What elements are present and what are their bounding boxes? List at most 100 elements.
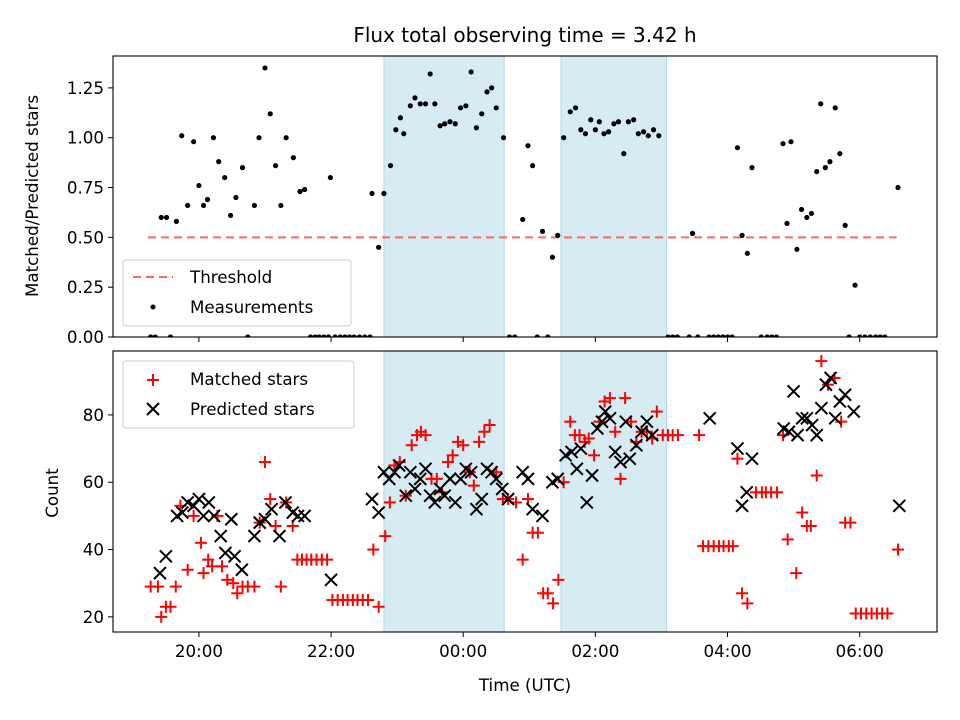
y-tick-label: 20 xyxy=(83,607,104,627)
measurement-point xyxy=(846,334,852,337)
x-tick-label: 00:00 xyxy=(439,641,487,661)
predicted-star-point xyxy=(365,492,379,506)
measurement-point xyxy=(204,196,211,203)
matched-star-point xyxy=(835,415,848,428)
predicted-star-point xyxy=(192,492,206,506)
predicted-star-point xyxy=(382,472,396,486)
measurement-point xyxy=(520,216,526,223)
predicted-star-point xyxy=(551,472,565,486)
measurement-point xyxy=(167,334,174,337)
measurement-point xyxy=(635,131,641,137)
predicted-star-point xyxy=(377,465,391,479)
measurement-point xyxy=(185,202,191,209)
matched-star-point xyxy=(372,600,385,613)
ratio-legend: Threshold Measurements xyxy=(122,259,352,327)
matched-star-point xyxy=(264,493,277,506)
measurement-point xyxy=(567,109,573,115)
x-tick-label: 06:00 xyxy=(836,641,884,661)
series-predicted-stars xyxy=(153,371,907,587)
ratio-y-axis-label: Matched/Predicted stars xyxy=(22,95,42,297)
predicted-star-point xyxy=(823,371,838,385)
x-tick-label: 02:00 xyxy=(571,641,619,661)
measurement-point xyxy=(862,334,868,337)
predicted-star-point xyxy=(786,384,801,399)
measurement-point xyxy=(332,334,338,337)
matched-star-point xyxy=(231,587,244,600)
matched-star-point xyxy=(248,580,261,593)
predicted-star-point xyxy=(730,441,745,456)
predicted-star-point xyxy=(590,421,605,436)
predicted-star-point xyxy=(453,472,468,486)
count-panel-frame xyxy=(112,350,938,633)
measurement-point xyxy=(327,174,333,181)
predicted-star-point xyxy=(795,411,809,426)
matched-star-point xyxy=(614,472,627,485)
matched-star-point xyxy=(790,567,803,580)
measurement-point xyxy=(818,101,824,107)
matched-star-point xyxy=(796,506,809,519)
series-matched-stars xyxy=(144,355,905,623)
measurement-point xyxy=(650,127,657,133)
matched-star-point xyxy=(155,610,168,623)
measurement-point xyxy=(625,119,632,125)
predicted-star-point xyxy=(739,485,754,500)
y-tick-label: 40 xyxy=(83,540,104,560)
matched-star-point xyxy=(531,526,544,539)
matched-star-point xyxy=(844,516,857,529)
predicted-star-point xyxy=(634,425,649,439)
matched-star-point xyxy=(671,429,684,442)
measurement-point xyxy=(525,143,531,149)
measurement-point xyxy=(432,101,438,107)
matched-star-point xyxy=(771,486,784,499)
measurement-point xyxy=(191,139,197,145)
measurement-point xyxy=(422,101,429,107)
predicted-star-point xyxy=(645,428,659,442)
measurement-point xyxy=(158,214,164,221)
matched-star-point xyxy=(552,573,565,586)
matched-star-point xyxy=(521,493,534,506)
measurement-point xyxy=(764,334,770,337)
measurement-point xyxy=(895,184,901,191)
matched-star-point xyxy=(187,509,200,522)
measurement-point xyxy=(302,186,308,193)
matched-star-point xyxy=(881,607,894,620)
measurement-point xyxy=(251,202,258,209)
predicted-star-point xyxy=(202,495,216,510)
measurement-point xyxy=(641,129,647,135)
measurement-point xyxy=(245,334,251,337)
measurement-point xyxy=(407,103,413,109)
observing-interval-2 xyxy=(560,56,668,337)
measurement-point xyxy=(572,105,579,111)
measurement-point xyxy=(794,246,800,252)
matched-star-point xyxy=(383,496,396,509)
measurement-point xyxy=(233,194,239,201)
predicted-star-point xyxy=(484,465,499,479)
predicted-star-point xyxy=(448,495,462,510)
measurement-point xyxy=(555,232,561,238)
ratio-panel: 0.00 0.25 0.50 0.75 1.00 1.25 Matched/Predict… xyxy=(22,55,938,347)
predicted-star-point xyxy=(153,566,167,580)
predicted-star-point xyxy=(515,465,530,479)
measurement-point xyxy=(780,141,786,147)
count-y-axis-label: Count xyxy=(42,468,62,518)
measurement-point xyxy=(734,145,741,151)
matched-star-point xyxy=(892,543,905,556)
predicted-star-point xyxy=(623,451,637,466)
measurement-point xyxy=(798,206,805,213)
chart-title: Flux total observing time = 3.42 h xyxy=(353,23,696,47)
predicted-star-point xyxy=(501,492,515,506)
predicted-star-point xyxy=(838,388,852,402)
matched-star-point xyxy=(726,540,739,553)
measurement-point xyxy=(592,127,598,133)
predicted-star-point xyxy=(371,505,386,520)
predicted-star-point xyxy=(574,441,588,456)
matched-star-point xyxy=(582,432,595,445)
x-tick-label: 04:00 xyxy=(703,641,751,661)
measurement-point xyxy=(316,334,322,337)
matched-star-point xyxy=(457,439,470,452)
predicted-star-point xyxy=(613,455,628,469)
matched-star-point xyxy=(321,553,334,566)
measurement-point xyxy=(228,212,234,219)
matched-star-point xyxy=(619,392,632,405)
